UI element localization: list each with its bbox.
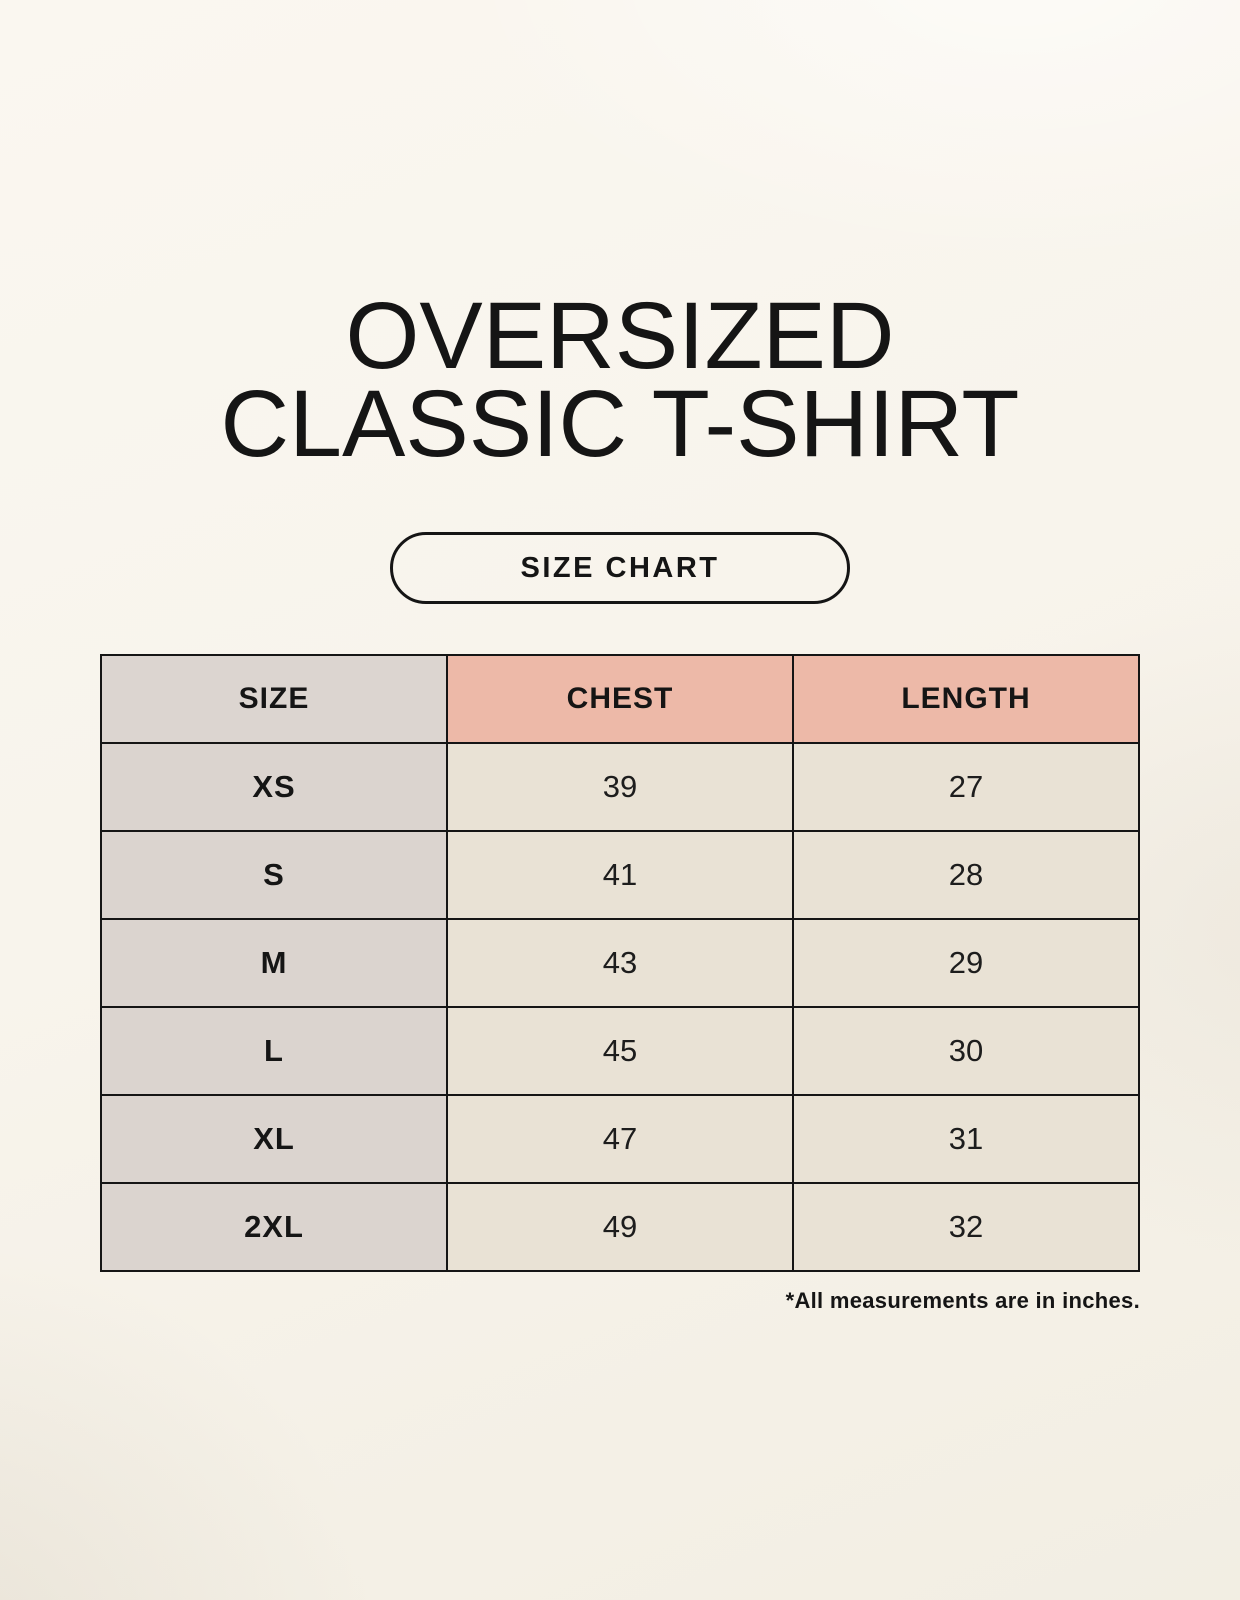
size-label: 2XL [100,1182,448,1272]
chest-value: 43 [446,918,794,1008]
length-value: 27 [792,742,1140,832]
length-value: 28 [792,830,1140,920]
table-row: L 45 30 [100,1006,1140,1096]
length-value: 30 [792,1006,1140,1096]
size-label: XL [100,1094,448,1184]
table-row: 2XL 49 32 [100,1182,1140,1272]
chest-value: 49 [446,1182,794,1272]
column-header-size: SIZE [100,654,448,744]
size-chart-button[interactable]: SIZE CHART [390,532,850,604]
chest-value: 39 [446,742,794,832]
size-chart-table: SIZE CHEST LENGTH XS 39 27 S 41 28 M 43 … [100,654,1140,1272]
measurement-footnote: *All measurements are in inches. [785,1288,1140,1313]
table-row: XL 47 31 [100,1094,1140,1184]
size-label: L [100,1006,448,1096]
table-row: M 43 29 [100,918,1140,1008]
page-title: OVERSIZED CLASSIC T-SHIRT [0,0,1240,477]
column-header-chest: CHEST [446,654,794,744]
size-chart-button-label: SIZE CHART [520,551,720,584]
product-title-line-2: CLASSIC T-SHIRT [220,371,1020,477]
product-title-line-1: OVERSIZED [345,283,895,389]
size-label: XS [100,742,448,832]
length-value: 32 [792,1182,1140,1272]
length-value: 29 [792,918,1140,1008]
chest-value: 45 [446,1006,794,1096]
chest-value: 41 [446,830,794,920]
table-header-row: SIZE CHEST LENGTH [100,654,1140,744]
column-header-length: LENGTH [792,654,1140,744]
length-value: 31 [792,1094,1140,1184]
size-label: S [100,830,448,920]
size-label: M [100,918,448,1008]
chest-value: 47 [446,1094,794,1184]
table-row: XS 39 27 [100,742,1140,832]
table-row: S 41 28 [100,830,1140,920]
